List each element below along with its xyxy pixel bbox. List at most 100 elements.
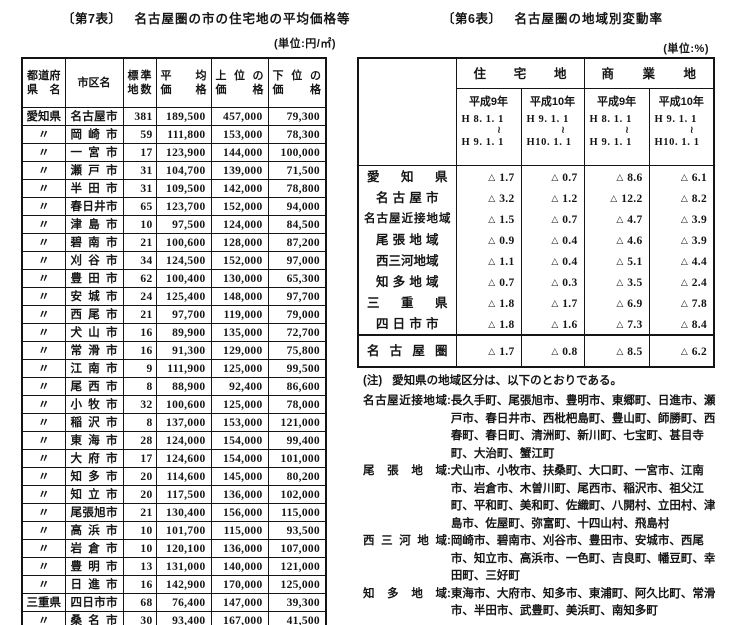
standard-sites-cell: 30 xyxy=(122,611,157,625)
average-price-cell: 123,700 xyxy=(155,197,212,216)
col-header-prefecture: 都道府 県名 xyxy=(21,57,66,108)
rate-cell: △ 0.4 xyxy=(520,250,585,271)
note-entry-label: 尾張地域 xyxy=(363,465,447,477)
rate-value: 3.9 xyxy=(691,213,708,226)
prefecture-cell: 〃 xyxy=(21,557,66,576)
prefecture-cell: 〃 xyxy=(21,305,66,324)
rate-cell: △ 8.2 xyxy=(648,187,715,208)
upper-price-cell: 153,000 xyxy=(210,125,269,144)
region-label: 愛知県 xyxy=(367,169,448,184)
negative-triangle-mark: △ xyxy=(488,172,496,183)
rate-cell: △ 0.7 xyxy=(520,208,585,229)
prefecture-cell: 〃 xyxy=(21,233,66,252)
lower-price-cell: 65,300 xyxy=(267,269,327,288)
negative-triangle-mark: △ xyxy=(488,277,496,288)
note-entry-text: 東海市、大府市、知多市、東浦町、阿久比町、常滑市、半田市、武豊町、美浜町、南知多… xyxy=(450,587,716,618)
rate-cell: △ 8.5 xyxy=(583,334,650,367)
note-entry-separator: : xyxy=(447,395,451,407)
period-from-date: H 9. 1. 1 xyxy=(654,114,697,125)
negative-triangle-mark: △ xyxy=(551,347,559,357)
rate-value: 4.6 xyxy=(627,234,643,247)
upper-price-cell: 170,000 xyxy=(210,575,269,594)
table7-caption-text: 名古屋圏の市の住宅地の平均価格等 xyxy=(134,12,351,26)
rate-value: 1.1 xyxy=(499,255,515,268)
negative-triangle-mark: △ xyxy=(488,235,496,246)
notes-heading-tag: (注) xyxy=(363,375,383,387)
rate-cell: △ 1.8 xyxy=(455,313,522,335)
region-label-cell: 名古屋市 xyxy=(357,187,457,208)
prefecture-cell: 〃 xyxy=(21,449,66,468)
rate-cell: △ 0.4 xyxy=(520,229,585,250)
negative-triangle-mark: △ xyxy=(616,214,624,225)
rate-value: 0.8 xyxy=(562,346,578,358)
prefecture-cell: 〃 xyxy=(21,539,66,558)
col-header-city: 市区名 xyxy=(64,57,124,108)
average-price-cell: 117,500 xyxy=(155,485,212,504)
negative-triangle-mark: △ xyxy=(488,256,496,267)
rate-cell: △ 0.9 xyxy=(455,229,522,250)
prefecture-cell: 〃 xyxy=(21,503,66,522)
note-entry-text: 岡崎市、碧南市、刈谷市、豊田市、安城市、西尾市、知立市、高浜市、一色町、吉良町、… xyxy=(450,535,716,582)
prefecture-cell: 〃 xyxy=(21,125,66,144)
negative-triangle-mark: △ xyxy=(680,347,688,357)
table7-caption-tag: 〔第7表〕 xyxy=(62,12,122,26)
col-header-upper-price: 上位の 価格 xyxy=(210,57,269,108)
range-tilde-glyph: ≀ xyxy=(689,125,694,136)
standard-sites-cell: 65 xyxy=(122,197,157,216)
negative-triangle-mark: △ xyxy=(616,235,624,246)
standard-sites-cell: 31 xyxy=(122,161,157,180)
negative-triangle-mark: △ xyxy=(680,235,688,246)
standard-sites-cell: 13 xyxy=(122,557,157,576)
region-label: 名古屋市 xyxy=(376,190,439,205)
table7-unit-label: (単位:円/㎡) xyxy=(273,38,336,50)
period-from-date: H 9. 1. 1 xyxy=(526,114,569,125)
rate-cell: △ 7.3 xyxy=(583,313,650,335)
region-label-cell: 四日市市 xyxy=(357,313,457,335)
lower-price-cell: 86,600 xyxy=(267,377,327,396)
note-entry: 知多地域: 東海市、大府市、知多市、東浦町、阿久比町、常滑市、半田市、武豊町、美浜… xyxy=(363,586,737,621)
note-entry-label: 名古屋近接地域 xyxy=(363,395,447,407)
rate-cell: △ 6.1 xyxy=(648,165,715,187)
table6-fluctuation-rates: 住宅地 商業地 平成9年 H 8. 1. 1 ≀ H 9. 1. 1 平成10年 H 9.… xyxy=(357,57,716,368)
average-price-cell: 97,700 xyxy=(155,305,212,324)
negative-triangle-mark: △ xyxy=(551,193,559,204)
rate-value: 6.1 xyxy=(691,171,708,184)
period-header-cell: 平成10年 H 9. 1. 1 ≀ H10. 1. 1 xyxy=(520,88,585,166)
table-row: 〃半田市 31 109,500 142,000 78,800 xyxy=(21,179,327,198)
city-cell: 尾西市 xyxy=(64,377,124,396)
table-row: 〃一宮市 17 123,900 144,000 100,000 xyxy=(21,143,327,162)
rate-cell: △ 1.8 xyxy=(455,292,522,313)
standard-sites-cell: 10 xyxy=(122,539,157,558)
rate-cell: △ 4.6 xyxy=(583,229,650,250)
negative-triangle-mark: △ xyxy=(616,347,624,357)
table-row: 尾張地域 △ 0.9 △ 0.4 △ 4.6 △ 3.9 xyxy=(357,229,715,250)
upper-price-cell: 136,000 xyxy=(210,539,269,558)
rate-value: 8.5 xyxy=(627,346,643,358)
period-to-date: H10. 1. 1 xyxy=(526,137,572,148)
rate-cell: △ 0.7 xyxy=(520,165,585,187)
prefecture-cell: 〃 xyxy=(21,521,66,540)
average-price-cell: 131,000 xyxy=(155,557,212,576)
col-header-lower-price: 下位の 価格 xyxy=(267,57,327,108)
city-cell: 安城市 xyxy=(64,287,124,306)
table-row: 三重県 四日市市 68 76,400 147,000 39,300 xyxy=(21,593,327,612)
rate-value: 0.7 xyxy=(562,213,578,226)
city-cell: 四日市市 xyxy=(64,593,124,612)
average-price-cell: 104,700 xyxy=(155,161,212,180)
rate-cell: △ 0.3 xyxy=(520,271,585,292)
lower-price-cell: 78,000 xyxy=(267,395,327,414)
standard-sites-cell: 68 xyxy=(122,593,157,612)
table-row: 四日市市 △ 1.8 △ 1.6 △ 7.3 △ 8.4 xyxy=(357,313,715,335)
city-cell: 豊明市 xyxy=(64,557,124,576)
table7-header-row: 都道府 県名 市区名 標準 地数 平均 価格 上位の 価格 xyxy=(21,57,327,108)
average-price-cell: 91,300 xyxy=(155,341,212,360)
table-row: 〃碧南市 21 100,600 128,000 87,200 xyxy=(21,233,327,252)
note-entry: 西三河地域: 岡崎市、碧南市、刈谷市、豊田市、安城市、西尾市、知立市、高浜市、一色… xyxy=(363,533,737,586)
table-row: 〃瀬戸市 31 104,700 139,000 71,500 xyxy=(21,161,327,180)
negative-triangle-mark: △ xyxy=(680,193,688,204)
prefecture-cell: 〃 xyxy=(21,161,66,180)
city-cell: 刈谷市 xyxy=(64,251,124,270)
average-price-cell: 189,500 xyxy=(155,107,212,126)
rate-value: 1.2 xyxy=(562,192,578,205)
rate-value: 1.7 xyxy=(499,171,515,184)
